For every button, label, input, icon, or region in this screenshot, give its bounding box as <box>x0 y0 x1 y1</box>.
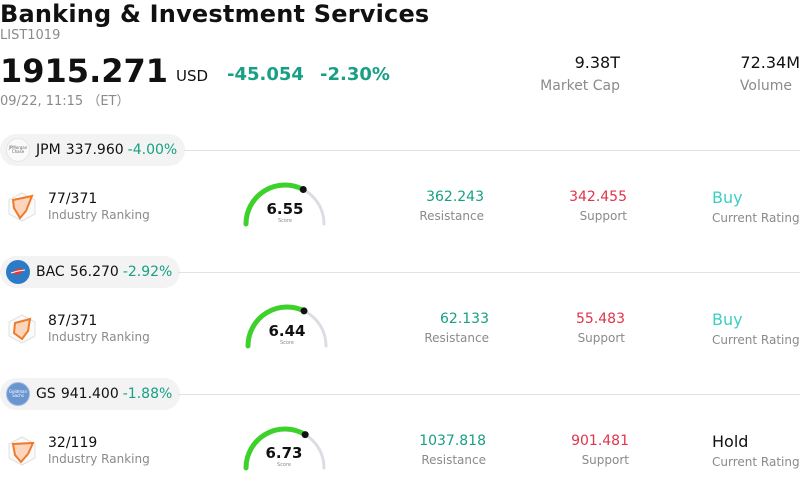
stock-price: 337.960 <box>65 142 124 158</box>
radar-chart-icon <box>8 314 36 344</box>
score-gauge <box>245 304 328 349</box>
industry-ranking-label: Industry Ranking <box>48 330 150 344</box>
goldman-sachs-logo-icon: Goldman Sachs <box>6 382 30 406</box>
stock-change-percent: -1.88% <box>122 386 173 402</box>
stock-ticker: JPM <box>36 142 61 158</box>
price-change: -45.054 <box>227 64 304 85</box>
industry-ranking-value: 32/119 <box>48 435 98 451</box>
resistance-label: Resistance <box>421 453 486 467</box>
row-divider <box>184 150 800 151</box>
gauge-fill <box>243 426 308 471</box>
index-price: 1915.271 <box>0 52 169 90</box>
current-rating-label: Current Rating <box>712 333 800 347</box>
market-cap-label: Market Cap <box>540 78 620 94</box>
stock-pill[interactable]: BAC 56.270 -2.92% <box>0 256 181 288</box>
industry-ranking-label: Industry Ranking <box>48 208 150 222</box>
industry-ranking-label: Industry Ranking <box>48 452 150 466</box>
radar-chart-icon <box>8 436 36 466</box>
gauge-indicator <box>300 307 308 315</box>
support-value: 901.481 <box>571 433 629 449</box>
score-value: 6.55 <box>266 200 304 218</box>
stock-pill[interactable]: Goldman Sachs GS 941.400 -1.88% <box>0 378 181 410</box>
support-label: Support <box>581 453 629 467</box>
score-value: 6.44 <box>268 322 306 340</box>
resistance-label: Resistance <box>419 209 484 223</box>
quote-timestamp: 09/22, 11:15 （ET） <box>0 94 130 109</box>
support-label: Support <box>579 209 627 223</box>
gauge-indicator <box>299 186 307 194</box>
support-label: Support <box>577 331 625 345</box>
score-label: Score <box>279 340 294 346</box>
index-code: LIST1019 <box>0 28 61 43</box>
stock-change-percent: -2.92% <box>122 264 173 280</box>
stock-price: 56.270 <box>69 264 119 280</box>
volume-label: Volume <box>739 78 792 94</box>
price-change-percent: -2.30% <box>320 64 390 85</box>
support-value: 55.483 <box>576 311 625 327</box>
current-rating-value: Buy <box>712 188 743 207</box>
industry-ranking-value: 87/371 <box>48 313 98 329</box>
stock-pill[interactable]: JPMorgan Chase JPM 337.960 -4.00% <box>0 134 186 166</box>
resistance-value: 62.133 <box>440 311 489 327</box>
score-label: Score <box>277 218 292 224</box>
resistance-value: 1037.818 <box>419 433 486 449</box>
support-value: 342.455 <box>569 189 627 205</box>
flag-icon <box>10 268 26 275</box>
jpmorgan-logo-icon: JPMorgan Chase <box>6 138 30 162</box>
currency-label: USD <box>176 67 209 85</box>
current-rating-value: Buy <box>712 310 743 329</box>
radar-chart-icon <box>8 192 36 222</box>
stock-change-percent: -4.00% <box>127 142 178 158</box>
row-divider <box>178 272 800 273</box>
score-value: 6.73 <box>265 444 303 462</box>
page-title: Banking & Investment Services <box>0 0 430 28</box>
resistance-label: Resistance <box>424 331 489 345</box>
bank-of-america-logo-icon <box>6 260 30 284</box>
gauge-fill <box>243 182 306 227</box>
current-rating-value: Hold <box>712 432 749 451</box>
industry-ranking-value: 77/371 <box>48 191 98 207</box>
row-divider <box>178 394 800 395</box>
score-gauge <box>243 426 326 471</box>
market-cap-value: 9.38T <box>574 53 620 72</box>
current-rating-label: Current Rating <box>712 455 800 469</box>
score-gauge <box>243 182 326 227</box>
resistance-value: 362.243 <box>426 189 484 205</box>
stock-price: 941.400 <box>60 386 119 402</box>
stock-ticker: BAC <box>36 264 65 280</box>
score-label: Score <box>276 462 291 468</box>
stock-ticker: GS <box>36 386 56 402</box>
gauge-indicator <box>301 431 309 439</box>
current-rating-label: Current Rating <box>712 211 800 225</box>
volume-value: 72.34M <box>740 53 800 72</box>
gauge-fill <box>245 304 307 349</box>
